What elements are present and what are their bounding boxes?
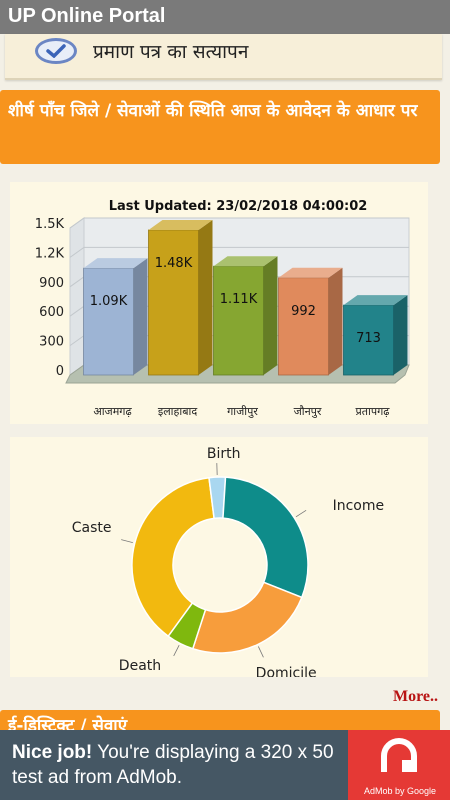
x-tick-label: इलाहाबाद [158, 405, 198, 418]
x-tick-label: प्रतापगढ़ [355, 405, 390, 418]
app-bar: UP Online Portal [0, 0, 450, 34]
bar-side [263, 256, 278, 375]
bar-value-label: 1.48K [155, 256, 193, 271]
bar [148, 219, 213, 376]
gridline-side [69, 217, 85, 229]
section-header: शीर्ष पाँच जिले / सेवाओं की स्थिति आज के… [0, 90, 440, 164]
app-title: UP Online Portal [8, 5, 166, 27]
chart-title: Last Updated: 23/02/2018 04:00:02 [109, 199, 368, 214]
y-tick-label: 300 [39, 335, 64, 350]
bar-side [198, 219, 213, 375]
gridline-side [69, 305, 85, 317]
y-tick-label: 1.2K [35, 246, 65, 261]
slice-leader-line [173, 645, 180, 657]
admob-logo-icon [381, 738, 417, 772]
bar-top [83, 258, 148, 269]
slice-label: Birth [207, 446, 241, 462]
bar-side [393, 295, 408, 375]
slice-label: Domicile [256, 665, 317, 677]
x-tick-label: गाजीपुर [227, 405, 258, 418]
gridline-side [69, 246, 85, 258]
ad-banner[interactable]: Nice job! You're displaying a 320 x 50 t… [0, 730, 450, 800]
bar [343, 295, 408, 376]
donut-slice [222, 476, 309, 599]
donut-slice [131, 476, 215, 638]
bar-front [343, 304, 394, 376]
verification-label: प्रमाण पत्र का सत्यापन [93, 41, 249, 63]
bar-chart-card: Last Updated: 23/02/2018 04:00:02 0 300 600… [10, 182, 428, 424]
y-tick-label: 1.5K [35, 217, 65, 232]
bar-front [148, 229, 199, 376]
bar [278, 267, 343, 376]
x-tick-label: जौनपुर [294, 405, 322, 418]
ad-text: Nice job! You're displaying a 320 x 50 t… [12, 740, 342, 790]
slice-label: Income [333, 498, 385, 514]
slice-leader-line [257, 646, 264, 658]
more-link[interactable]: More.. [392, 688, 438, 705]
bar-front [213, 265, 264, 376]
bar-value-label: 992 [291, 304, 316, 319]
gridline-side [69, 335, 85, 347]
slice-leader-line [121, 539, 133, 544]
certificate-verification-item[interactable]: प्रमाण पत्र का सत्यापन [5, 34, 442, 80]
section-title: शीर्ष पाँच जिले / सेवाओं की स्थिति आज के… [8, 101, 418, 121]
y-tick-label: 900 [39, 276, 64, 291]
ad-body-text: You're displaying a 320 x 50 test ad fro… [12, 742, 334, 788]
bar-top [278, 267, 343, 278]
slice-label: Caste [72, 520, 112, 536]
bar-top [213, 256, 278, 267]
bar-chart: Last Updated: 23/02/2018 04:00:02 0 300 600… [35, 199, 410, 418]
donut-chart-card: Caste Birth Income Domicile Death [10, 437, 428, 681]
bar-side [133, 258, 148, 375]
donut-chart: Caste Birth Income Domicile Death [72, 446, 385, 681]
bar [213, 256, 278, 376]
bar [83, 258, 148, 376]
y-tick-label: 600 [39, 305, 64, 320]
donut-slice [191, 581, 303, 654]
bar-top [148, 219, 213, 230]
ad-bold-text: Nice job! [12, 742, 93, 763]
x-tick-label: आजमगढ़ [93, 405, 132, 418]
slice-label: Death [119, 658, 161, 674]
bar-top [343, 295, 408, 306]
y-tick-label: 0 [56, 364, 64, 379]
bar-value-label: 713 [356, 331, 381, 346]
bar-front [278, 277, 329, 376]
donut-slice [167, 601, 207, 650]
admob-logo-box[interactable]: AdMob by Google [348, 730, 450, 800]
bar-side [328, 267, 343, 375]
bar-value-label: 1.11K [220, 292, 258, 307]
check-icon [35, 38, 77, 64]
ad-caption: AdMob by Google [363, 786, 437, 796]
slice-leader-line [295, 510, 307, 518]
bar-front [83, 267, 134, 376]
chart-side-wall [69, 217, 85, 376]
bar-value-label: 1.09K [90, 294, 128, 309]
gridline-side [69, 276, 85, 288]
